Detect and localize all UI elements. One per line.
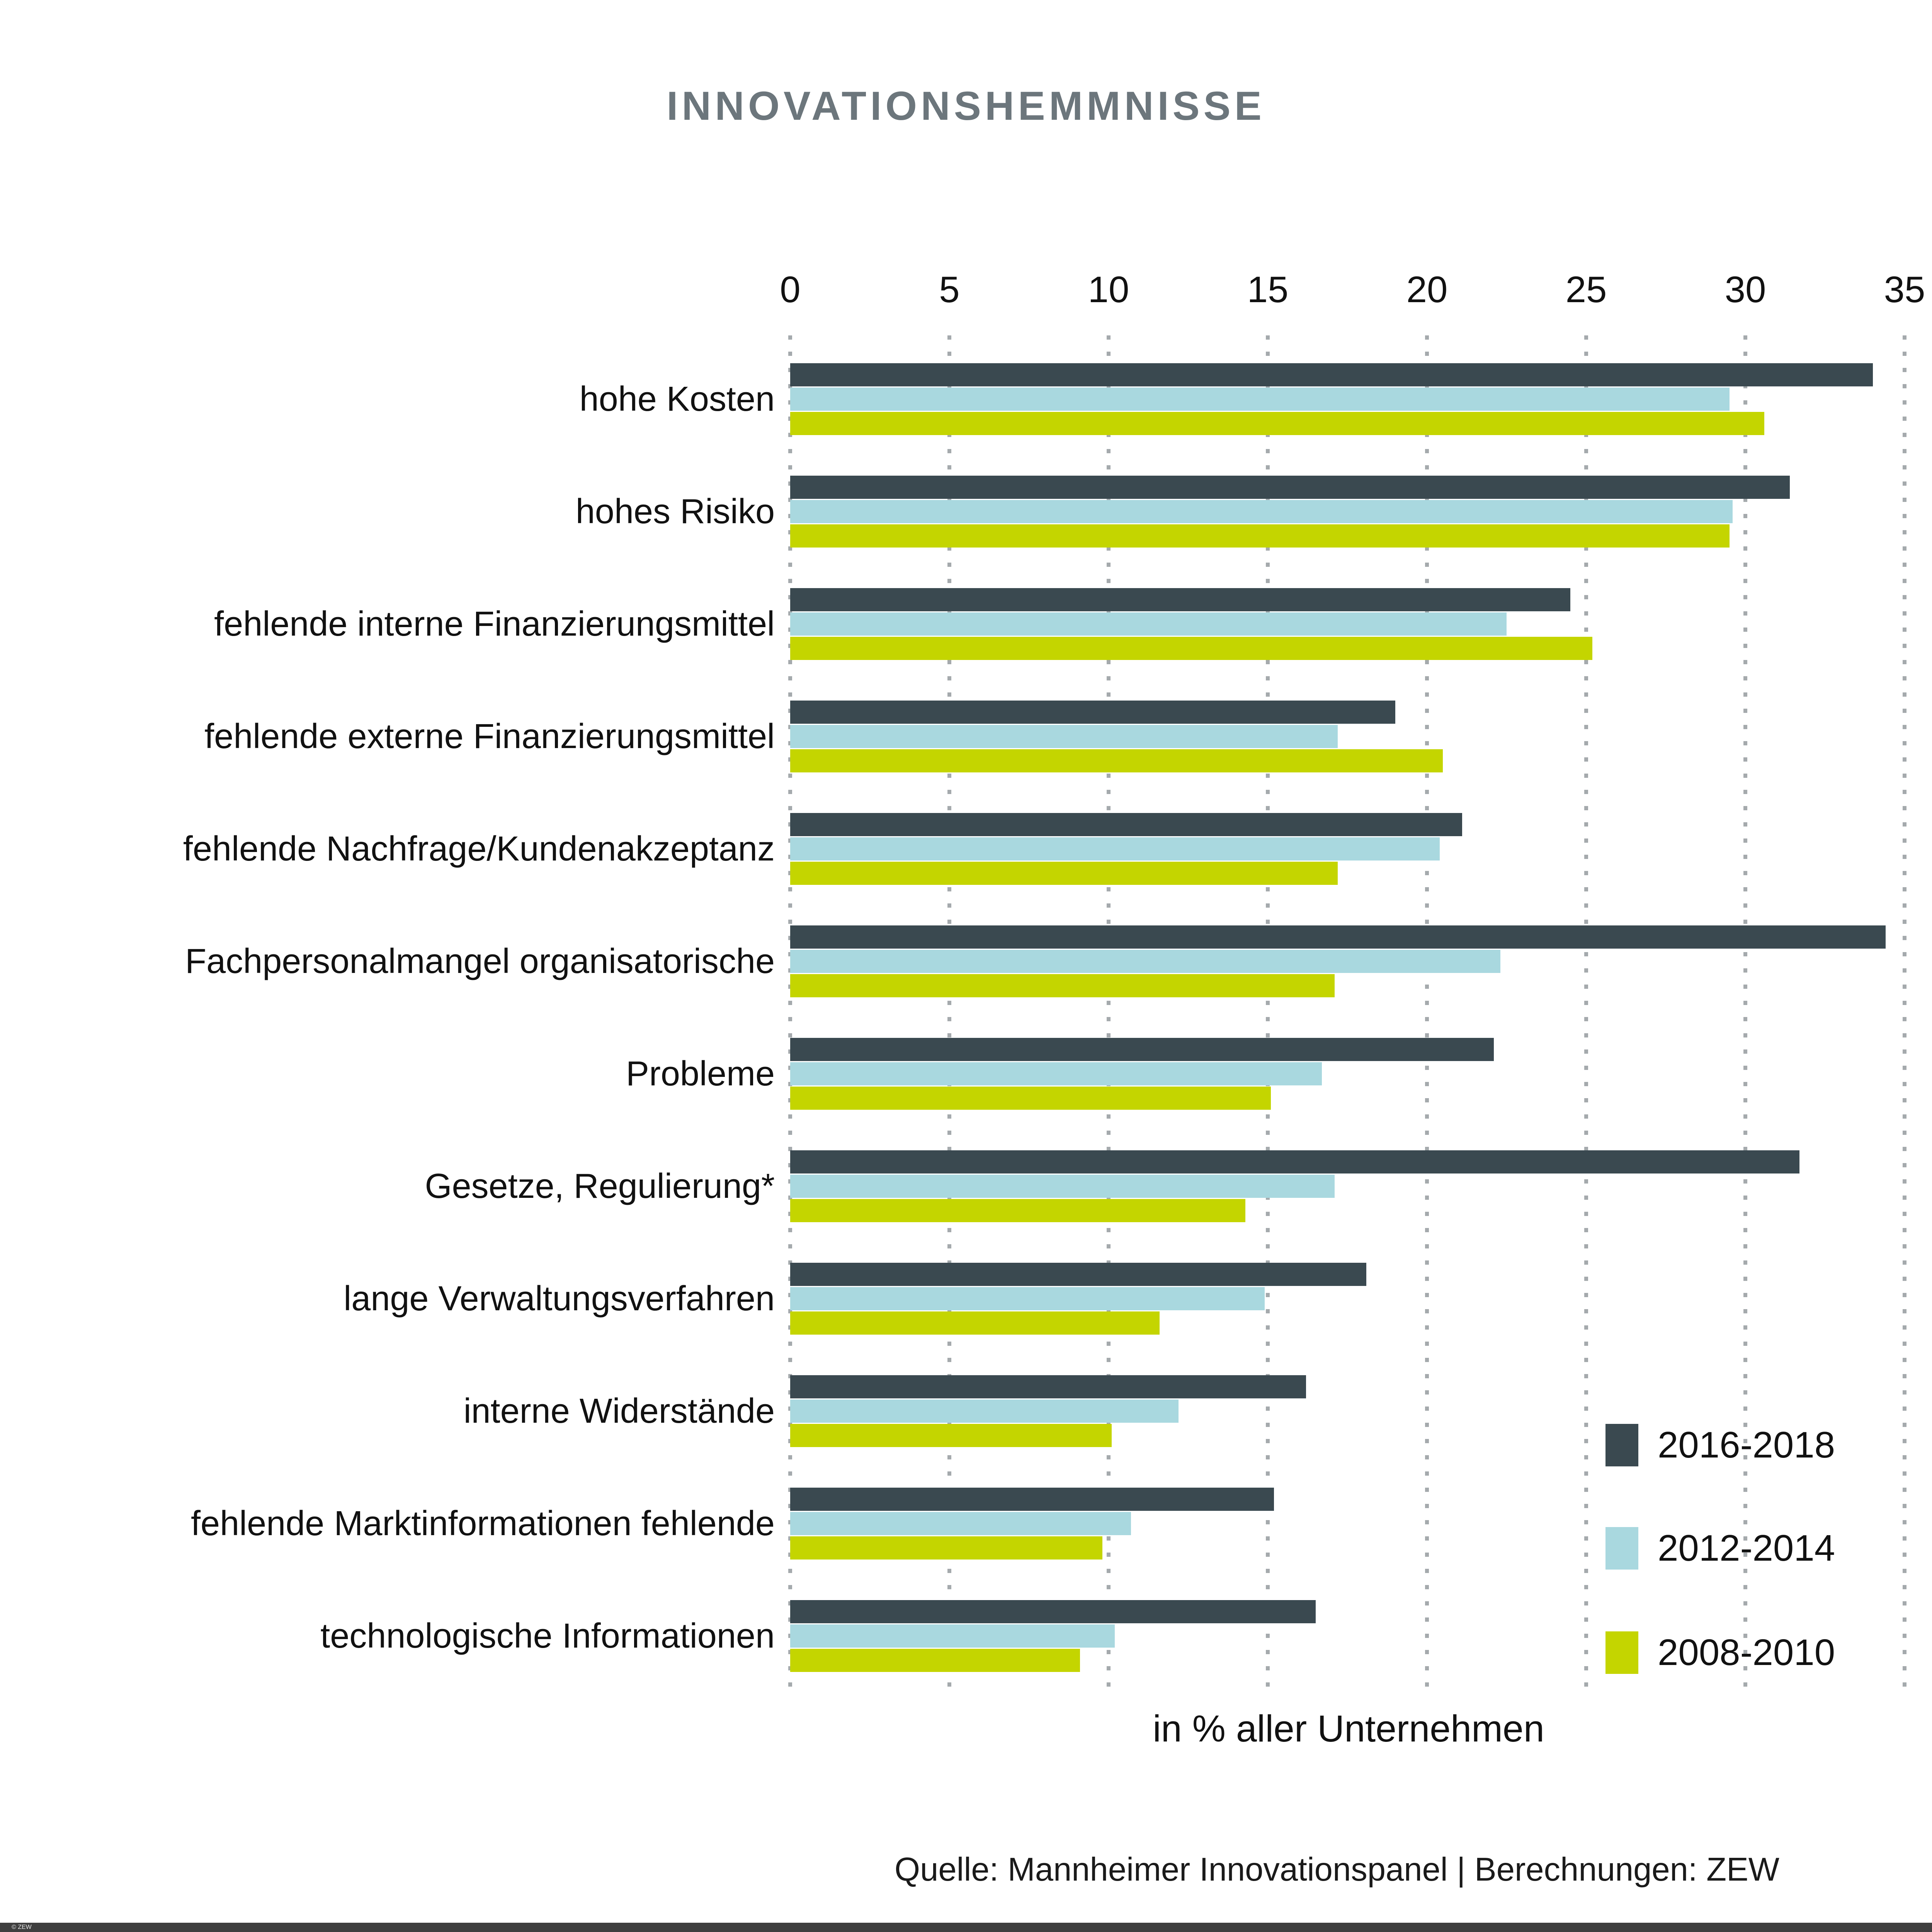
category-label: interne Widerstände <box>463 1392 775 1430</box>
copyright-text: © ZEW <box>12 1924 32 1930</box>
bar-2016-2018-hohe Kosten <box>790 363 1873 386</box>
bar-2016-2018-lange Verwaltungsverfahren <box>790 1263 1367 1286</box>
bar-2008-2010-Fachpersonalmangel organisatorische <box>790 974 1335 997</box>
bar-2012-2014-fehlende Nachfrage/Kundenakzeptanz <box>790 837 1440 861</box>
gridline <box>1743 335 1747 1688</box>
bar-2016-2018-hohes Risiko <box>790 476 1790 499</box>
category-label: hohes Risiko <box>575 492 775 531</box>
legend-swatch-2008-2010 <box>1605 1631 1638 1674</box>
bar-2016-2018-fehlende externe Finanzierungsmittel <box>790 701 1395 724</box>
category-label: lange Verwaltungsverfahren <box>344 1279 775 1318</box>
bar-2016-2018-Fachpersonalmangel organisatorische <box>790 925 1886 949</box>
bar-2008-2010-hohe Kosten <box>790 412 1765 435</box>
bar-2012-2014-fehlende Marktinformationen fehlende <box>790 1512 1131 1535</box>
category-label: Fachpersonalmangel organisatorische <box>185 942 775 981</box>
bar-2016-2018-fehlende interne Finanzierungsmittel <box>790 588 1570 611</box>
x-axis-tick-label: 5 <box>939 269 960 310</box>
gridline <box>1425 335 1429 1688</box>
bar-2012-2014-Fachpersonalmangel organisatorische <box>790 950 1500 973</box>
gridline <box>1266 335 1270 1688</box>
source-text: Quelle: Mannheimer Innovationspanel | Be… <box>894 1851 1780 1888</box>
x-axis-caption: in % aller Unternehmen <box>1153 1708 1544 1750</box>
legend-label: 2008-2010 <box>1658 1632 1835 1673</box>
category-label: Probleme <box>626 1054 775 1093</box>
x-axis-tick-label: 15 <box>1247 269 1289 310</box>
bar-2016-2018-fehlende Marktinformationen fehlende <box>790 1488 1274 1511</box>
gridline <box>788 335 792 1688</box>
bar-2012-2014-Gesetze, Regulierung* <box>790 1175 1335 1198</box>
x-axis-tick-label: 25 <box>1565 269 1607 310</box>
gridline <box>1107 335 1111 1688</box>
bar-2016-2018-technologische Informationen <box>790 1600 1316 1623</box>
gridline <box>1584 335 1588 1688</box>
category-label: fehlende Nachfrage/Kundenakzeptanz <box>183 830 775 868</box>
bar-2016-2018-fehlende Nachfrage/Kundenakzeptanz <box>790 813 1462 836</box>
bar-2008-2010-hohes Risiko <box>790 524 1730 548</box>
bar-2012-2014-technologische Informationen <box>790 1624 1115 1648</box>
x-axis-tick-label: 20 <box>1406 269 1448 310</box>
x-axis-tick-label: 30 <box>1725 269 1766 310</box>
bar-2012-2014-Probleme <box>790 1062 1322 1085</box>
bar-2008-2010-interne Widerstände <box>790 1424 1112 1447</box>
bar-2008-2010-fehlende Nachfrage/Kundenakzeptanz <box>790 862 1338 885</box>
footer-bar: © ZEW <box>0 1923 1932 1932</box>
category-label: Gesetze, Regulierung* <box>425 1167 775 1206</box>
legend-label: 2012-2014 <box>1658 1527 1835 1569</box>
bar-2008-2010-lange Verwaltungsverfahren <box>790 1311 1160 1335</box>
bar-2008-2010-fehlende interne Finanzierungsmittel <box>790 637 1593 660</box>
legend-swatch-2012-2014 <box>1605 1527 1638 1570</box>
category-label: fehlende interne Finanzierungsmittel <box>214 605 775 643</box>
gridline <box>947 335 951 1688</box>
category-label: technologische Informationen <box>320 1617 775 1655</box>
category-label: fehlende externe Finanzierungsmittel <box>204 717 775 756</box>
bar-2012-2014-hohe Kosten <box>790 388 1730 411</box>
bar-2008-2010-fehlende externe Finanzierungsmittel <box>790 749 1443 772</box>
legend-swatch-2016-2018 <box>1605 1424 1638 1466</box>
x-axis-tick-label: 0 <box>780 269 801 310</box>
x-axis-tick-label: 35 <box>1884 269 1925 310</box>
category-label: hohe Kosten <box>579 380 775 418</box>
bar-2008-2010-technologische Informationen <box>790 1649 1080 1672</box>
bar-2008-2010-Gesetze, Regulierung* <box>790 1199 1246 1222</box>
gridline <box>1903 335 1906 1688</box>
bar-2012-2014-lange Verwaltungsverfahren <box>790 1287 1265 1310</box>
bar-2012-2014-interne Widerstände <box>790 1400 1179 1423</box>
chart-title: INNOVATIONSHEMMNISSE <box>667 83 1265 129</box>
bar-2012-2014-fehlende externe Finanzierungsmittel <box>790 725 1338 748</box>
bar-2016-2018-interne Widerstände <box>790 1375 1306 1398</box>
category-label: fehlende Marktinformationen fehlende <box>191 1504 775 1543</box>
bar-2016-2018-Probleme <box>790 1038 1494 1061</box>
bar-2016-2018-Gesetze, Regulierung* <box>790 1150 1800 1173</box>
bar-2012-2014-fehlende interne Finanzierungsmittel <box>790 612 1507 636</box>
bar-2008-2010-Probleme <box>790 1087 1271 1110</box>
bar-2008-2010-fehlende Marktinformationen fehlende <box>790 1536 1102 1560</box>
x-axis-tick-label: 10 <box>1088 269 1129 310</box>
legend-label: 2016-2018 <box>1658 1424 1835 1466</box>
bar-2012-2014-hohes Risiko <box>790 500 1733 523</box>
